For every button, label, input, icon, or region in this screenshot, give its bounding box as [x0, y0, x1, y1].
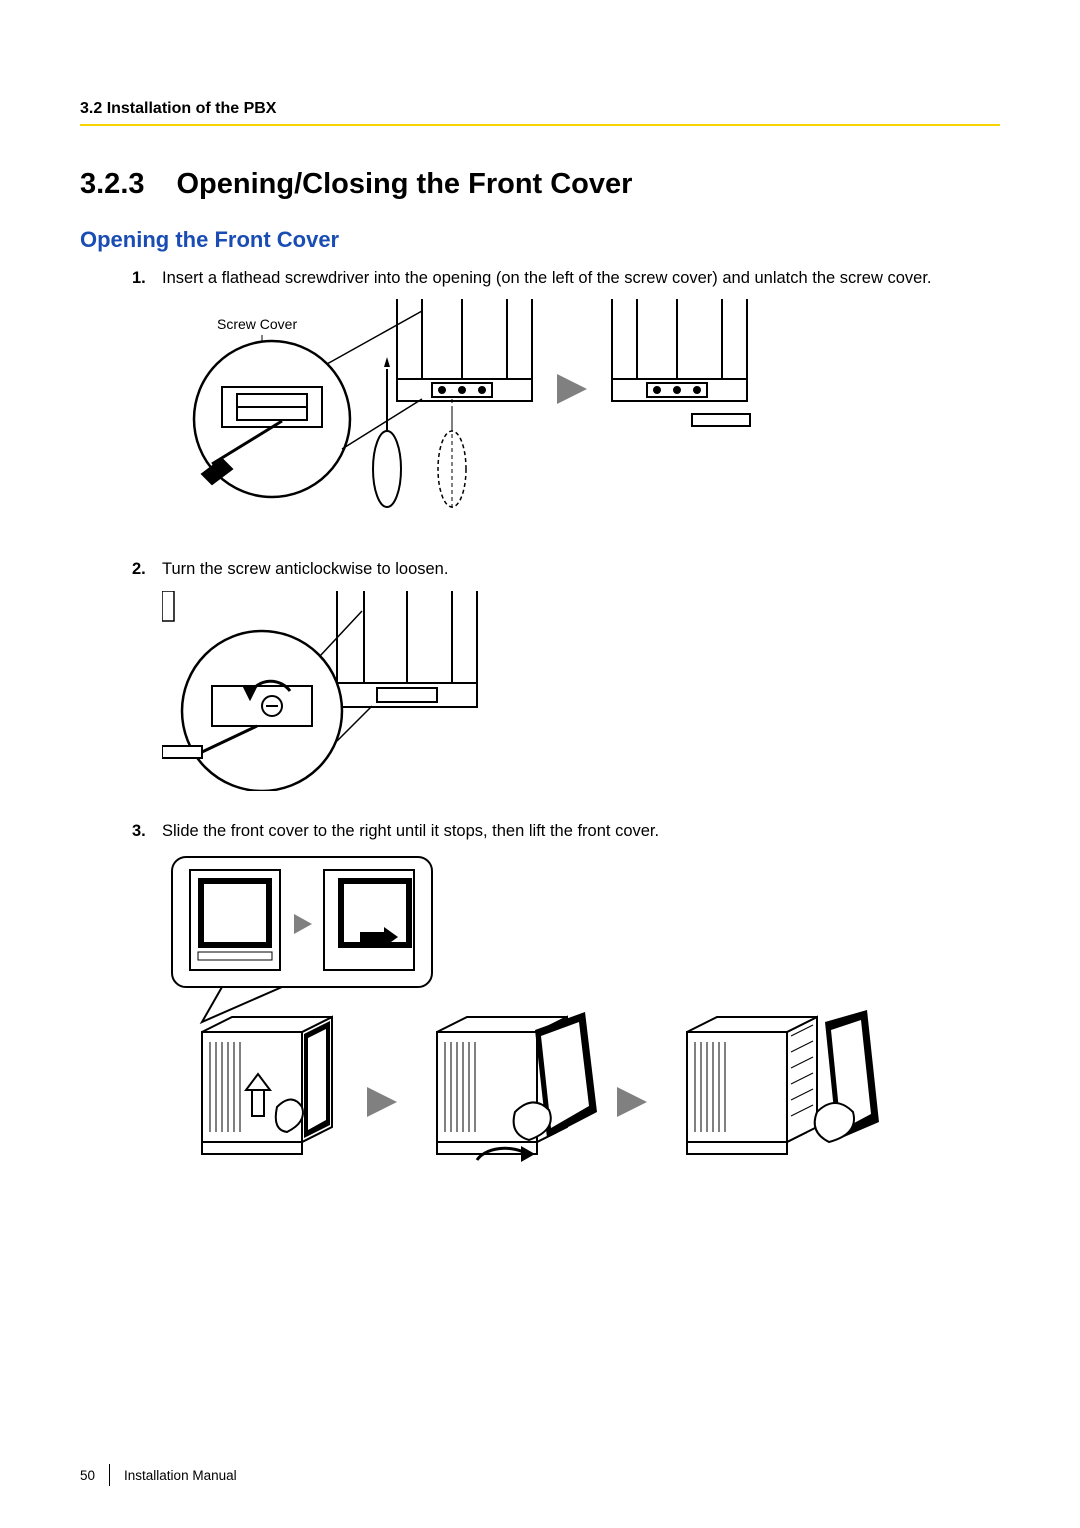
step-text: Turn the screw anticlockwise to loosen.: [162, 558, 1000, 580]
page-footer: 50 Installation Manual: [80, 1464, 237, 1486]
figure-3-svg: [162, 852, 882, 1172]
figure-2-svg: [162, 591, 492, 791]
footer-doc-title: Installation Manual: [124, 1468, 237, 1483]
figure-screw-cover: Screw Cover: [162, 299, 1000, 534]
figure-loosen-screw: [162, 591, 1000, 796]
figure-1-svg: Screw Cover: [162, 299, 802, 529]
step-item: 3. Slide the front cover to the right un…: [132, 820, 1000, 842]
document-page: 3.2 Installation of the PBX 3.2.3 Openin…: [0, 0, 1080, 1528]
page-number: 50: [80, 1468, 95, 1483]
step-text: Insert a flathead screwdriver into the o…: [162, 267, 1000, 289]
step-text: Slide the front cover to the right until…: [162, 820, 1000, 842]
step-item: 2. Turn the screw anticlockwise to loose…: [132, 558, 1000, 580]
screw-cover-label: Screw Cover: [217, 316, 297, 332]
footer-divider: [109, 1464, 110, 1486]
step-number: 3.: [132, 820, 162, 842]
step-number: 2.: [132, 558, 162, 580]
section-header: 3.2 Installation of the PBX: [80, 100, 1000, 118]
step-number: 1.: [132, 267, 162, 289]
figure-slide-cover: [162, 852, 1000, 1177]
title-text: Opening/Closing the Front Cover: [177, 168, 633, 201]
page-title: 3.2.3 Opening/Closing the Front Cover: [80, 168, 1000, 201]
subsection-heading: Opening the Front Cover: [80, 227, 1000, 253]
header-rule: [80, 124, 1000, 126]
title-number: 3.2.3: [80, 168, 145, 201]
step-item: 1. Insert a flathead screwdriver into th…: [132, 267, 1000, 289]
